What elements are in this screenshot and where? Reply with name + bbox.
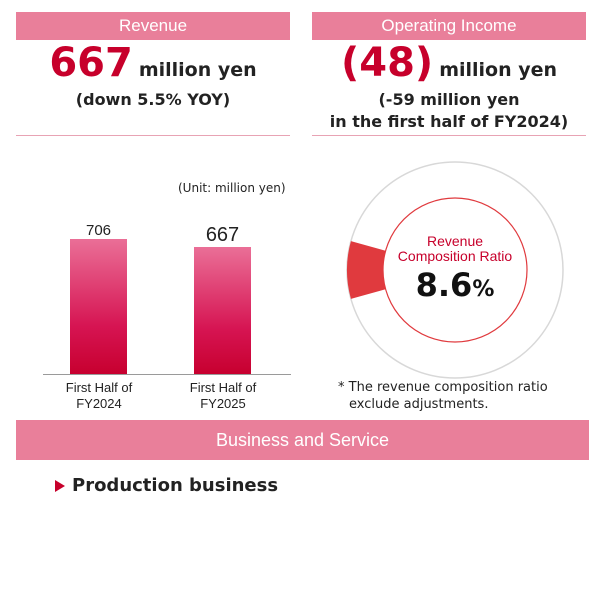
donut-footnote-line1: * The revenue composition ratio [338,380,548,395]
operating-income-header: Operating Income [312,12,586,40]
revenue-unit: million yen [138,59,257,81]
revenue-divider [16,135,290,136]
operating-income-note-line1: (-59 million yen [378,90,520,109]
revenue-value: 667 [49,40,133,86]
x-label-fy2025: First Half of FY2025 [168,380,278,412]
bar-fy2025 [194,247,251,374]
operating-income-divider [312,135,586,136]
donut-footnote: * The revenue composition ratio exclude … [338,379,588,413]
bar-value-label-fy2024: 706 [85,222,112,239]
revenue-header: Revenue [16,12,290,40]
x-label-fy2024-line2: FY2024 [76,396,122,411]
donut-value-number: 8.6 [415,266,473,304]
revenue-change: (down 5.5% YOY) [75,90,231,109]
donut-title-line1: Revenue [426,233,484,249]
unit-note: (Unit: million yen) [178,181,286,195]
donut-inner-circle [382,197,528,343]
operating-income-value: (48) [340,40,434,86]
production-business-item[interactable]: Production business [55,475,278,496]
donut-value: 8.6% [360,266,550,304]
production-business-label: Production business [72,475,279,496]
x-label-fy2025-line2: FY2025 [200,396,246,411]
x-label-fy2024: First Half of FY2024 [44,380,154,412]
x-axis [43,374,291,375]
revenue-figure: 667 million yen [16,40,290,90]
business-section-header: Business and Service [16,420,589,460]
x-label-fy2024-line1: First Half of [65,380,133,395]
donut-title: Revenue Composition Ratio [360,234,550,264]
donut-value-percent: % [472,277,495,302]
x-label-fy2025-line1: First Half of [189,380,257,395]
bullet-triangle-icon [55,479,65,492]
donut-chart [346,161,564,379]
operating-income-figure: (48) million yen [312,40,586,90]
operating-income-note-line2: in the first half of FY2024) [329,112,569,131]
operating-income-note: (-59 million yen in the first half of FY… [312,89,586,133]
bar-value-label-fy2025: 667 [205,224,240,246]
operating-income-unit: million yen [439,59,558,81]
donut-outer-ring [346,161,564,379]
donut-title-line2: Composition Ratio [397,248,513,264]
donut-footnote-line2: exclude adjustments. [349,397,489,412]
bar-fy2024 [70,239,127,374]
